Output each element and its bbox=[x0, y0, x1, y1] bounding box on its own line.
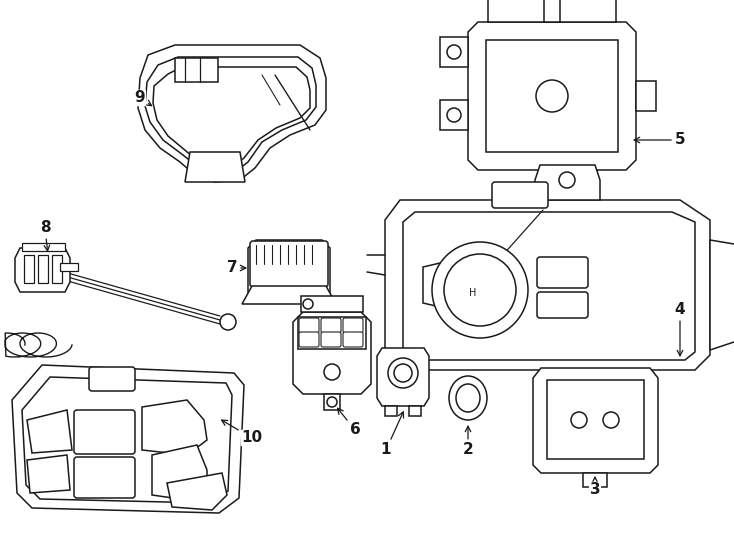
Polygon shape bbox=[248, 240, 330, 298]
Polygon shape bbox=[152, 445, 207, 500]
Polygon shape bbox=[153, 67, 310, 168]
Polygon shape bbox=[27, 410, 72, 453]
Polygon shape bbox=[468, 22, 636, 170]
Circle shape bbox=[394, 364, 412, 382]
Polygon shape bbox=[403, 212, 695, 360]
Polygon shape bbox=[377, 348, 429, 406]
Text: 9: 9 bbox=[134, 91, 151, 106]
Circle shape bbox=[447, 108, 461, 122]
Bar bbox=[298, 317, 366, 349]
Bar bbox=[22, 243, 65, 251]
Polygon shape bbox=[547, 380, 644, 459]
FancyBboxPatch shape bbox=[299, 332, 319, 347]
FancyBboxPatch shape bbox=[321, 318, 341, 333]
Polygon shape bbox=[710, 240, 734, 350]
FancyBboxPatch shape bbox=[74, 457, 135, 498]
Text: H: H bbox=[469, 288, 476, 298]
Polygon shape bbox=[636, 81, 656, 111]
Text: 8: 8 bbox=[40, 220, 51, 251]
Bar bbox=[52, 255, 62, 283]
FancyBboxPatch shape bbox=[89, 367, 135, 391]
Text: 4: 4 bbox=[675, 302, 686, 356]
Polygon shape bbox=[22, 377, 232, 503]
Polygon shape bbox=[533, 368, 658, 473]
Text: 10: 10 bbox=[222, 420, 263, 445]
Text: 5: 5 bbox=[634, 132, 686, 147]
Circle shape bbox=[220, 314, 236, 330]
Polygon shape bbox=[27, 455, 70, 493]
FancyBboxPatch shape bbox=[250, 241, 328, 287]
Polygon shape bbox=[138, 45, 326, 182]
Polygon shape bbox=[185, 152, 245, 182]
FancyBboxPatch shape bbox=[343, 332, 363, 347]
Bar bbox=[544, 170, 560, 182]
Circle shape bbox=[324, 364, 340, 380]
Circle shape bbox=[432, 242, 528, 338]
Polygon shape bbox=[385, 200, 710, 370]
Circle shape bbox=[447, 45, 461, 59]
Polygon shape bbox=[301, 296, 363, 312]
Bar bbox=[24, 255, 34, 283]
Polygon shape bbox=[167, 473, 227, 510]
Circle shape bbox=[559, 172, 575, 188]
Text: 2: 2 bbox=[462, 426, 473, 457]
FancyBboxPatch shape bbox=[74, 410, 135, 454]
Circle shape bbox=[536, 80, 568, 112]
FancyBboxPatch shape bbox=[299, 318, 319, 333]
Polygon shape bbox=[486, 40, 618, 152]
Polygon shape bbox=[15, 248, 70, 292]
FancyBboxPatch shape bbox=[537, 292, 588, 318]
Polygon shape bbox=[12, 365, 244, 513]
FancyBboxPatch shape bbox=[492, 182, 548, 208]
Bar bbox=[60, 263, 78, 271]
Polygon shape bbox=[293, 312, 371, 394]
Bar bbox=[324, 394, 340, 410]
FancyBboxPatch shape bbox=[343, 318, 363, 333]
Polygon shape bbox=[440, 37, 468, 67]
Circle shape bbox=[444, 254, 516, 326]
Polygon shape bbox=[242, 286, 336, 304]
Text: 1: 1 bbox=[381, 412, 404, 457]
Ellipse shape bbox=[456, 384, 480, 412]
Bar bbox=[409, 406, 421, 416]
Polygon shape bbox=[145, 57, 316, 173]
Bar bbox=[38, 255, 48, 283]
Polygon shape bbox=[142, 400, 207, 455]
Text: 7: 7 bbox=[227, 260, 246, 275]
Polygon shape bbox=[488, 0, 616, 22]
Bar bbox=[385, 406, 397, 416]
Circle shape bbox=[303, 299, 313, 309]
Ellipse shape bbox=[449, 376, 487, 420]
Text: 3: 3 bbox=[589, 477, 600, 497]
Circle shape bbox=[603, 412, 619, 428]
FancyBboxPatch shape bbox=[321, 332, 341, 347]
Polygon shape bbox=[175, 58, 218, 82]
Circle shape bbox=[388, 358, 418, 388]
Polygon shape bbox=[440, 100, 468, 130]
FancyBboxPatch shape bbox=[537, 257, 588, 288]
Text: 6: 6 bbox=[338, 408, 360, 437]
Polygon shape bbox=[535, 165, 600, 200]
Circle shape bbox=[571, 412, 587, 428]
Bar bbox=[544, 0, 560, 22]
Circle shape bbox=[327, 397, 337, 407]
Polygon shape bbox=[423, 263, 445, 307]
Bar bbox=[583, 473, 607, 487]
